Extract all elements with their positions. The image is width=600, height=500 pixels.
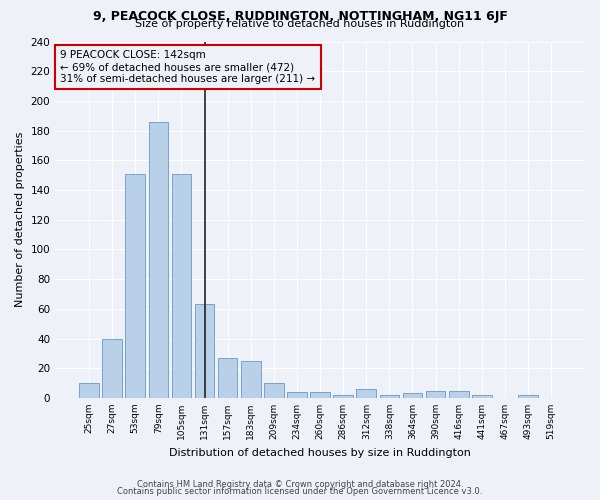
Bar: [125, 174, 145, 398]
Bar: [149, 122, 168, 398]
Bar: [449, 390, 469, 398]
Text: 9 PEACOCK CLOSE: 142sqm
← 69% of detached houses are smaller (472)
31% of semi-d: 9 PEACOCK CLOSE: 142sqm ← 69% of detache…: [61, 50, 316, 84]
Text: 9, PEACOCK CLOSE, RUDDINGTON, NOTTINGHAM, NG11 6JF: 9, PEACOCK CLOSE, RUDDINGTON, NOTTINGHAM…: [92, 10, 508, 23]
Bar: [241, 361, 260, 398]
Text: Contains public sector information licensed under the Open Government Licence v3: Contains public sector information licen…: [118, 487, 482, 496]
Bar: [356, 389, 376, 398]
Y-axis label: Number of detached properties: Number of detached properties: [15, 132, 25, 308]
Bar: [426, 390, 445, 398]
Text: Contains HM Land Registry data © Crown copyright and database right 2024.: Contains HM Land Registry data © Crown c…: [137, 480, 463, 489]
Bar: [264, 383, 284, 398]
Bar: [380, 395, 399, 398]
Bar: [79, 383, 99, 398]
Bar: [310, 392, 330, 398]
Bar: [472, 395, 491, 398]
X-axis label: Distribution of detached houses by size in Ruddington: Distribution of detached houses by size …: [169, 448, 471, 458]
Bar: [403, 394, 422, 398]
Bar: [334, 395, 353, 398]
Bar: [172, 174, 191, 398]
Bar: [518, 395, 538, 398]
Bar: [218, 358, 238, 398]
Text: Size of property relative to detached houses in Ruddington: Size of property relative to detached ho…: [136, 19, 464, 29]
Bar: [103, 338, 122, 398]
Bar: [287, 392, 307, 398]
Bar: [195, 304, 214, 398]
